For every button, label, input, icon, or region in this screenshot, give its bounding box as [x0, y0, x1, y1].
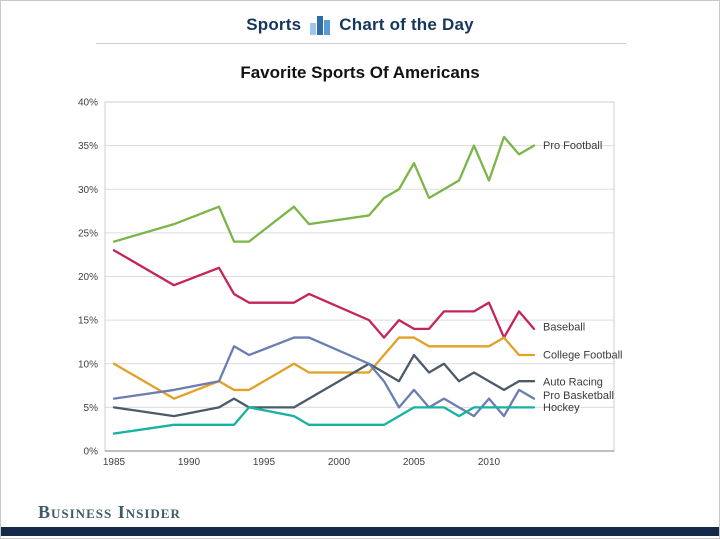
header-right-label: Chart of the Day [339, 15, 474, 34]
x-tick-label: 1990 [178, 457, 201, 468]
business-insider-logo: Business Insider [38, 502, 181, 522]
y-tick-label: 20% [78, 272, 98, 283]
y-tick-label: 10% [78, 359, 98, 370]
series-end-label-auto-racing: Auto Racing [543, 377, 603, 389]
series-line-pro-football [112, 135, 536, 243]
x-tick-label: 1995 [253, 457, 276, 468]
bar-chart-icon-bar-light [310, 22, 317, 35]
series-end-label-pro-basketball: Pro Basketball [543, 390, 614, 402]
series-end-label-college-football: College Football [543, 350, 623, 362]
bar-chart-icon-bar-dark [317, 15, 324, 35]
line-chart: 0% 5% 10% 15% 20% 25% 30% 35% 40% 1985 1990 1995 200… [78, 98, 623, 469]
bar-chart-icon [310, 15, 331, 35]
header-left-label: Sports [246, 15, 302, 34]
y-tick-label: 15% [78, 316, 98, 327]
series-line-college-football [112, 336, 536, 400]
y-tick-label: 25% [78, 228, 98, 239]
series-line-hockey [112, 406, 536, 435]
header: Sports Chart of the Day [1, 12, 719, 38]
y-tick-label: 40% [78, 98, 98, 109]
x-tick-label: 2005 [403, 457, 426, 468]
bar-chart-icon-bar-medium [324, 19, 331, 35]
series-line-auto-racing [112, 353, 536, 418]
y-tick-label: 30% [78, 185, 98, 196]
series-end-label-hockey: Hockey [543, 402, 580, 414]
x-tick-label: 1985 [103, 457, 126, 468]
series-line-pro-basketball [112, 336, 536, 418]
chart-title: Favorite Sports Of Americans [240, 63, 480, 82]
series-line-baseball [112, 249, 536, 339]
footer-bar [1, 527, 719, 536]
series-end-label-pro-football: Pro Football [543, 140, 602, 152]
x-tick-label: 2000 [328, 457, 351, 468]
y-tick-label: 0% [84, 447, 99, 458]
header-divider [96, 43, 626, 44]
y-tick-label: 35% [78, 141, 98, 152]
series-end-label-baseball: Baseball [543, 321, 585, 333]
x-tick-label: 2010 [478, 457, 501, 468]
y-tick-label: 5% [84, 403, 99, 414]
